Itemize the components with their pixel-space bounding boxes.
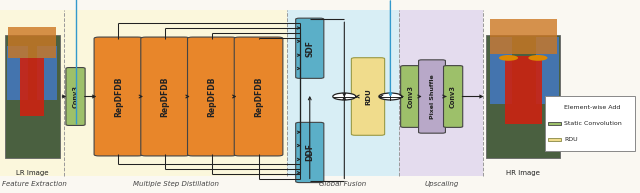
Text: Upscaling: Upscaling bbox=[424, 181, 459, 187]
FancyBboxPatch shape bbox=[141, 37, 189, 156]
FancyBboxPatch shape bbox=[94, 37, 143, 156]
Text: DDF: DDF bbox=[305, 143, 314, 162]
Text: RepDFDB: RepDFDB bbox=[114, 76, 123, 117]
Text: Pixel Shuffle: Pixel Shuffle bbox=[429, 74, 435, 119]
FancyBboxPatch shape bbox=[351, 58, 385, 135]
Text: Conv3: Conv3 bbox=[72, 85, 79, 108]
FancyBboxPatch shape bbox=[234, 37, 283, 156]
Bar bbox=[548, 122, 561, 125]
Bar bbox=[64, 10, 287, 176]
Circle shape bbox=[333, 93, 356, 100]
Bar bbox=[486, 35, 560, 158]
Text: Global Fusion: Global Fusion bbox=[319, 181, 367, 187]
Bar bbox=[536, 37, 559, 104]
Bar bbox=[0, 10, 64, 176]
Bar bbox=[20, 58, 44, 116]
Text: Conv3: Conv3 bbox=[450, 85, 456, 108]
Text: RepDFDB: RepDFDB bbox=[161, 76, 170, 117]
Bar bbox=[7, 46, 28, 100]
Circle shape bbox=[379, 93, 402, 100]
Circle shape bbox=[499, 55, 518, 61]
Text: HR Image: HR Image bbox=[506, 170, 540, 176]
Bar bbox=[548, 138, 561, 141]
Text: Multiple Step Distillation: Multiple Step Distillation bbox=[133, 181, 219, 187]
Text: SDF: SDF bbox=[305, 40, 314, 57]
Bar bbox=[399, 10, 483, 176]
Text: RDU: RDU bbox=[365, 88, 371, 105]
FancyBboxPatch shape bbox=[296, 18, 324, 78]
FancyBboxPatch shape bbox=[401, 66, 420, 127]
Circle shape bbox=[529, 55, 548, 61]
Text: RepDFDB: RepDFDB bbox=[207, 76, 216, 117]
Bar bbox=[8, 27, 56, 58]
Text: Static Convolution: Static Convolution bbox=[564, 121, 622, 126]
Text: RDU: RDU bbox=[564, 137, 578, 142]
Bar bbox=[490, 19, 557, 54]
FancyBboxPatch shape bbox=[296, 122, 324, 183]
FancyBboxPatch shape bbox=[188, 37, 236, 156]
Text: Element-wise Add: Element-wise Add bbox=[564, 105, 621, 110]
Text: Feature Extraction: Feature Extraction bbox=[2, 181, 67, 187]
Bar bbox=[545, 96, 635, 151]
Bar bbox=[5, 35, 60, 158]
FancyBboxPatch shape bbox=[444, 66, 463, 127]
Bar bbox=[287, 10, 399, 176]
Circle shape bbox=[548, 105, 561, 109]
Text: LR Image: LR Image bbox=[16, 170, 49, 176]
FancyBboxPatch shape bbox=[66, 68, 85, 125]
Bar bbox=[505, 56, 541, 124]
Bar bbox=[36, 46, 58, 100]
FancyBboxPatch shape bbox=[419, 60, 445, 133]
Bar bbox=[490, 37, 512, 104]
Text: RepDFDB: RepDFDB bbox=[254, 76, 263, 117]
Text: Conv3: Conv3 bbox=[407, 85, 413, 108]
